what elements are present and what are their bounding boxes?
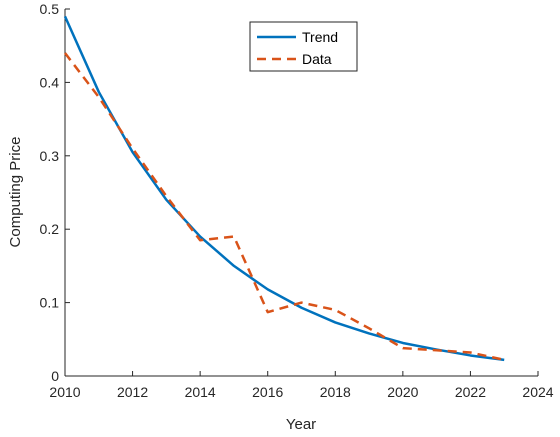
x-tick-label: 2024	[522, 384, 553, 400]
x-tick-label: 2020	[387, 384, 418, 400]
x-axis-label: Year	[286, 416, 316, 433]
y-tick-label: 0	[51, 368, 59, 384]
legend-label-trend: Trend	[302, 29, 338, 45]
x-tick-label: 2014	[185, 384, 216, 400]
series-line-data	[64, 52, 505, 362]
y-tick-label: 0.1	[40, 295, 60, 311]
y-tick-label: 0.4	[40, 74, 60, 90]
legend-label-data: Data	[302, 51, 332, 67]
x-tick-label: 2010	[49, 384, 80, 400]
x-tick-label: 2012	[117, 384, 148, 400]
series-line-trend	[63, 15, 505, 362]
y-tick-label: 0.5	[40, 1, 60, 17]
series-layer	[63, 15, 505, 362]
x-axis-ticks: 2010 2012 2014 2016 2018 2020 2022 2024	[49, 371, 554, 400]
legend-box	[249, 21, 358, 72]
x-tick-label: 2018	[320, 384, 351, 400]
y-tick-label: 0.3	[40, 148, 60, 164]
y-axis-label: Computing Price	[7, 137, 24, 248]
x-tick-label: 2022	[455, 384, 486, 400]
legend: Trend Data	[249, 21, 358, 72]
x-tick-label: 2016	[252, 384, 283, 400]
y-tick-label: 0.2	[40, 221, 60, 237]
y-axis-ticks: 0 0.1 0.2 0.3 0.4 0.5	[40, 1, 70, 384]
